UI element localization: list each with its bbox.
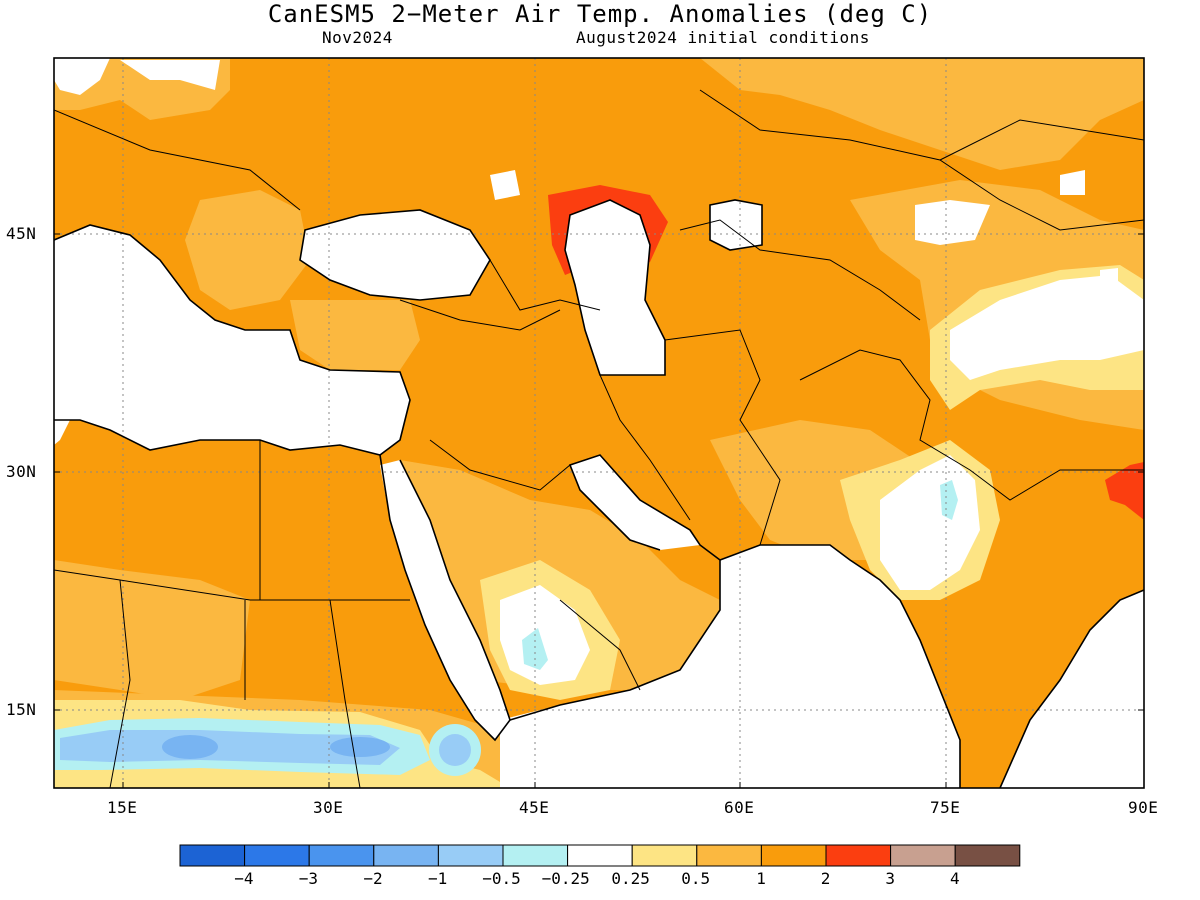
graticule [54, 58, 1144, 788]
colorbar-tick-label: 4 [950, 869, 960, 888]
colorbar-tick-label: −2 [363, 869, 383, 888]
map-title: CanESM5 2−Meter Air Temp. Anomalies (deg… [267, 0, 933, 28]
colorbar-tick-label: 0.25 [611, 869, 650, 888]
colorbar-swatch [244, 844, 310, 867]
colorbar-swatch [760, 844, 827, 867]
anomaly-minus-0.5-regions [60, 730, 471, 766]
colorbar-tick-label: −0.25 [541, 869, 590, 888]
colorbar-tick-label: −3 [298, 869, 319, 888]
colorbar-tick-label: 3 [885, 869, 896, 888]
lat-label-15n: 15N [6, 700, 37, 719]
lat-label-30n: 30N [6, 462, 37, 481]
colorbar-swatch [567, 844, 633, 867]
country-borders [54, 89, 1144, 788]
colorbar-tick-label: −4 [234, 869, 254, 888]
colorbar-swatch [954, 844, 1021, 867]
lat-label-45n: 45N [6, 224, 37, 243]
colorbar-tick-label: 1 [756, 869, 766, 888]
lon-label-60e: 60E [724, 798, 755, 817]
forecast-month: Nov2024 [322, 28, 393, 47]
colorbar-swatch [696, 844, 762, 867]
colorbar-tick-label: 2 [820, 869, 831, 888]
lon-label-30e: 30E [313, 798, 344, 817]
anomaly-minus-1-regions [162, 735, 390, 759]
colorbar [179, 844, 1021, 867]
axis-ticks [54, 233, 1144, 788]
colorbar-swatch [502, 844, 569, 867]
colorbar-tick-label: −0.5 [482, 869, 521, 888]
map-area [54, 58, 1144, 788]
colorbar-swatch [308, 844, 375, 867]
lon-label-45e: 45E [519, 798, 550, 817]
initial-conditions-label: August2024 initial conditions [576, 28, 870, 47]
lon-label-75e: 75E [930, 798, 961, 817]
colorbar-swatch [631, 844, 698, 867]
colorbar-swatch [373, 844, 439, 867]
anomaly-near-zero-regions [500, 275, 1144, 685]
colorbar-tick-label: −1 [428, 869, 448, 888]
coastlines [54, 199, 1144, 788]
colorbar-swatch [437, 844, 504, 867]
colorbar-tick-label: 0.5 [681, 869, 711, 888]
colorbar-swatch [825, 844, 892, 867]
lon-label-90e: 90E [1128, 798, 1159, 817]
ocean-mask [54, 58, 1144, 788]
lon-label-15e: 15E [107, 798, 138, 817]
colorbar-swatch [890, 844, 956, 867]
map-frame [53, 57, 1145, 789]
colorbar-swatch [179, 844, 246, 867]
